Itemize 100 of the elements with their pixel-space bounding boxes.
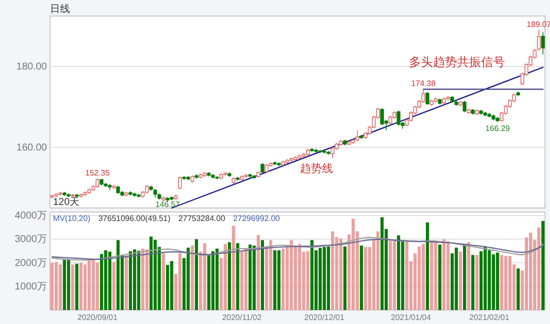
- bar: [211, 251, 215, 310]
- bar: [396, 235, 400, 310]
- bar: [232, 226, 236, 310]
- x-tick-label: 2021/01/04: [390, 313, 432, 322]
- annotation: 27753284.00: [178, 214, 226, 223]
- bar: [376, 231, 380, 310]
- bar: [442, 239, 446, 310]
- bar: [380, 217, 384, 310]
- bar: [290, 240, 293, 310]
- bar: [112, 262, 116, 310]
- bar: [475, 254, 479, 310]
- annotation: 趋势线: [300, 162, 333, 175]
- y-tick-label: 160.00: [16, 142, 48, 154]
- y-tick-label: 1000万: [14, 281, 47, 292]
- bar: [528, 232, 532, 310]
- bar: [166, 264, 170, 310]
- bar: [66, 260, 70, 310]
- bar: [137, 250, 140, 310]
- bar: [190, 246, 194, 310]
- bar: [322, 246, 326, 310]
- bar: [79, 262, 83, 310]
- bar: [273, 250, 276, 310]
- candlestick: [260, 162, 264, 174]
- bar: [88, 260, 91, 310]
- bar: [298, 244, 302, 310]
- x-tick-label: 2020/12/01: [304, 313, 345, 322]
- bar: [360, 246, 364, 310]
- bar: [116, 240, 120, 310]
- bar: [124, 255, 128, 310]
- annotation: 27296992.00: [233, 214, 280, 223]
- bar: [492, 254, 496, 310]
- bar: [446, 241, 450, 310]
- annotation: 37651096.00(49.51): [98, 214, 171, 223]
- bar: [330, 231, 334, 310]
- bar: [228, 242, 232, 310]
- bar: [318, 248, 322, 310]
- bar: [462, 244, 466, 310]
- bar: [96, 262, 100, 310]
- bar: [141, 248, 144, 310]
- y-tick-label: 2000万: [14, 258, 47, 269]
- candlestick: [421, 88, 426, 104]
- candlestick: [330, 146, 334, 159]
- bar: [108, 252, 112, 310]
- bar: [62, 260, 66, 310]
- candlestick: [426, 92, 430, 106]
- annotation: MV(10,20): [53, 214, 91, 223]
- bar: [83, 264, 87, 310]
- y-tick-label: 3000万: [14, 234, 47, 246]
- bar: [343, 246, 347, 310]
- candlestick: [380, 108, 384, 126]
- bar: [405, 242, 408, 310]
- bar: [215, 248, 219, 310]
- bar: [467, 242, 470, 310]
- bar: [537, 228, 540, 310]
- bar: [504, 256, 508, 310]
- bar: [339, 238, 342, 310]
- candlestick: [541, 32, 545, 55]
- bar: [516, 268, 520, 310]
- bar: [508, 256, 512, 310]
- bar: [488, 250, 491, 310]
- bar: [434, 241, 438, 310]
- bar: [471, 254, 474, 310]
- bar: [149, 236, 153, 310]
- bar: [392, 240, 396, 310]
- bar: [194, 239, 198, 310]
- x-tick-label: 2020/11/02: [222, 313, 262, 322]
- bar: [479, 251, 483, 310]
- bar: [100, 254, 104, 310]
- bar: [388, 240, 392, 310]
- bar: [422, 244, 425, 310]
- bar: [178, 253, 182, 310]
- bar: [236, 243, 240, 310]
- bar: [352, 218, 355, 310]
- y-tick-label: 4000万: [14, 210, 47, 222]
- annotation: 166.29: [485, 124, 510, 133]
- bar: [260, 240, 264, 310]
- bar: [326, 246, 330, 310]
- bar: [364, 246, 368, 310]
- bar: [54, 262, 58, 310]
- annotation: 152.35: [85, 168, 110, 178]
- bar: [281, 248, 285, 310]
- bar: [162, 253, 166, 310]
- bar: [75, 264, 78, 310]
- annotation: 146.57: [155, 200, 180, 209]
- y-tick-label: 180.00: [16, 62, 48, 73]
- bar: [306, 251, 310, 310]
- candlestick: [462, 100, 466, 113]
- candlestick: [96, 178, 100, 188]
- annotation: 多头趋势共振信号: [409, 55, 505, 69]
- bar: [418, 246, 421, 310]
- chart-title: 日线: [50, 3, 70, 15]
- bar: [203, 243, 206, 310]
- x-tick-label: 2021/02/01: [469, 313, 510, 322]
- bar: [244, 248, 248, 310]
- bar: [58, 264, 62, 310]
- bar: [496, 252, 500, 310]
- bar: [154, 240, 157, 310]
- bar: [224, 244, 227, 310]
- bar: [269, 240, 272, 310]
- bar: [484, 246, 487, 310]
